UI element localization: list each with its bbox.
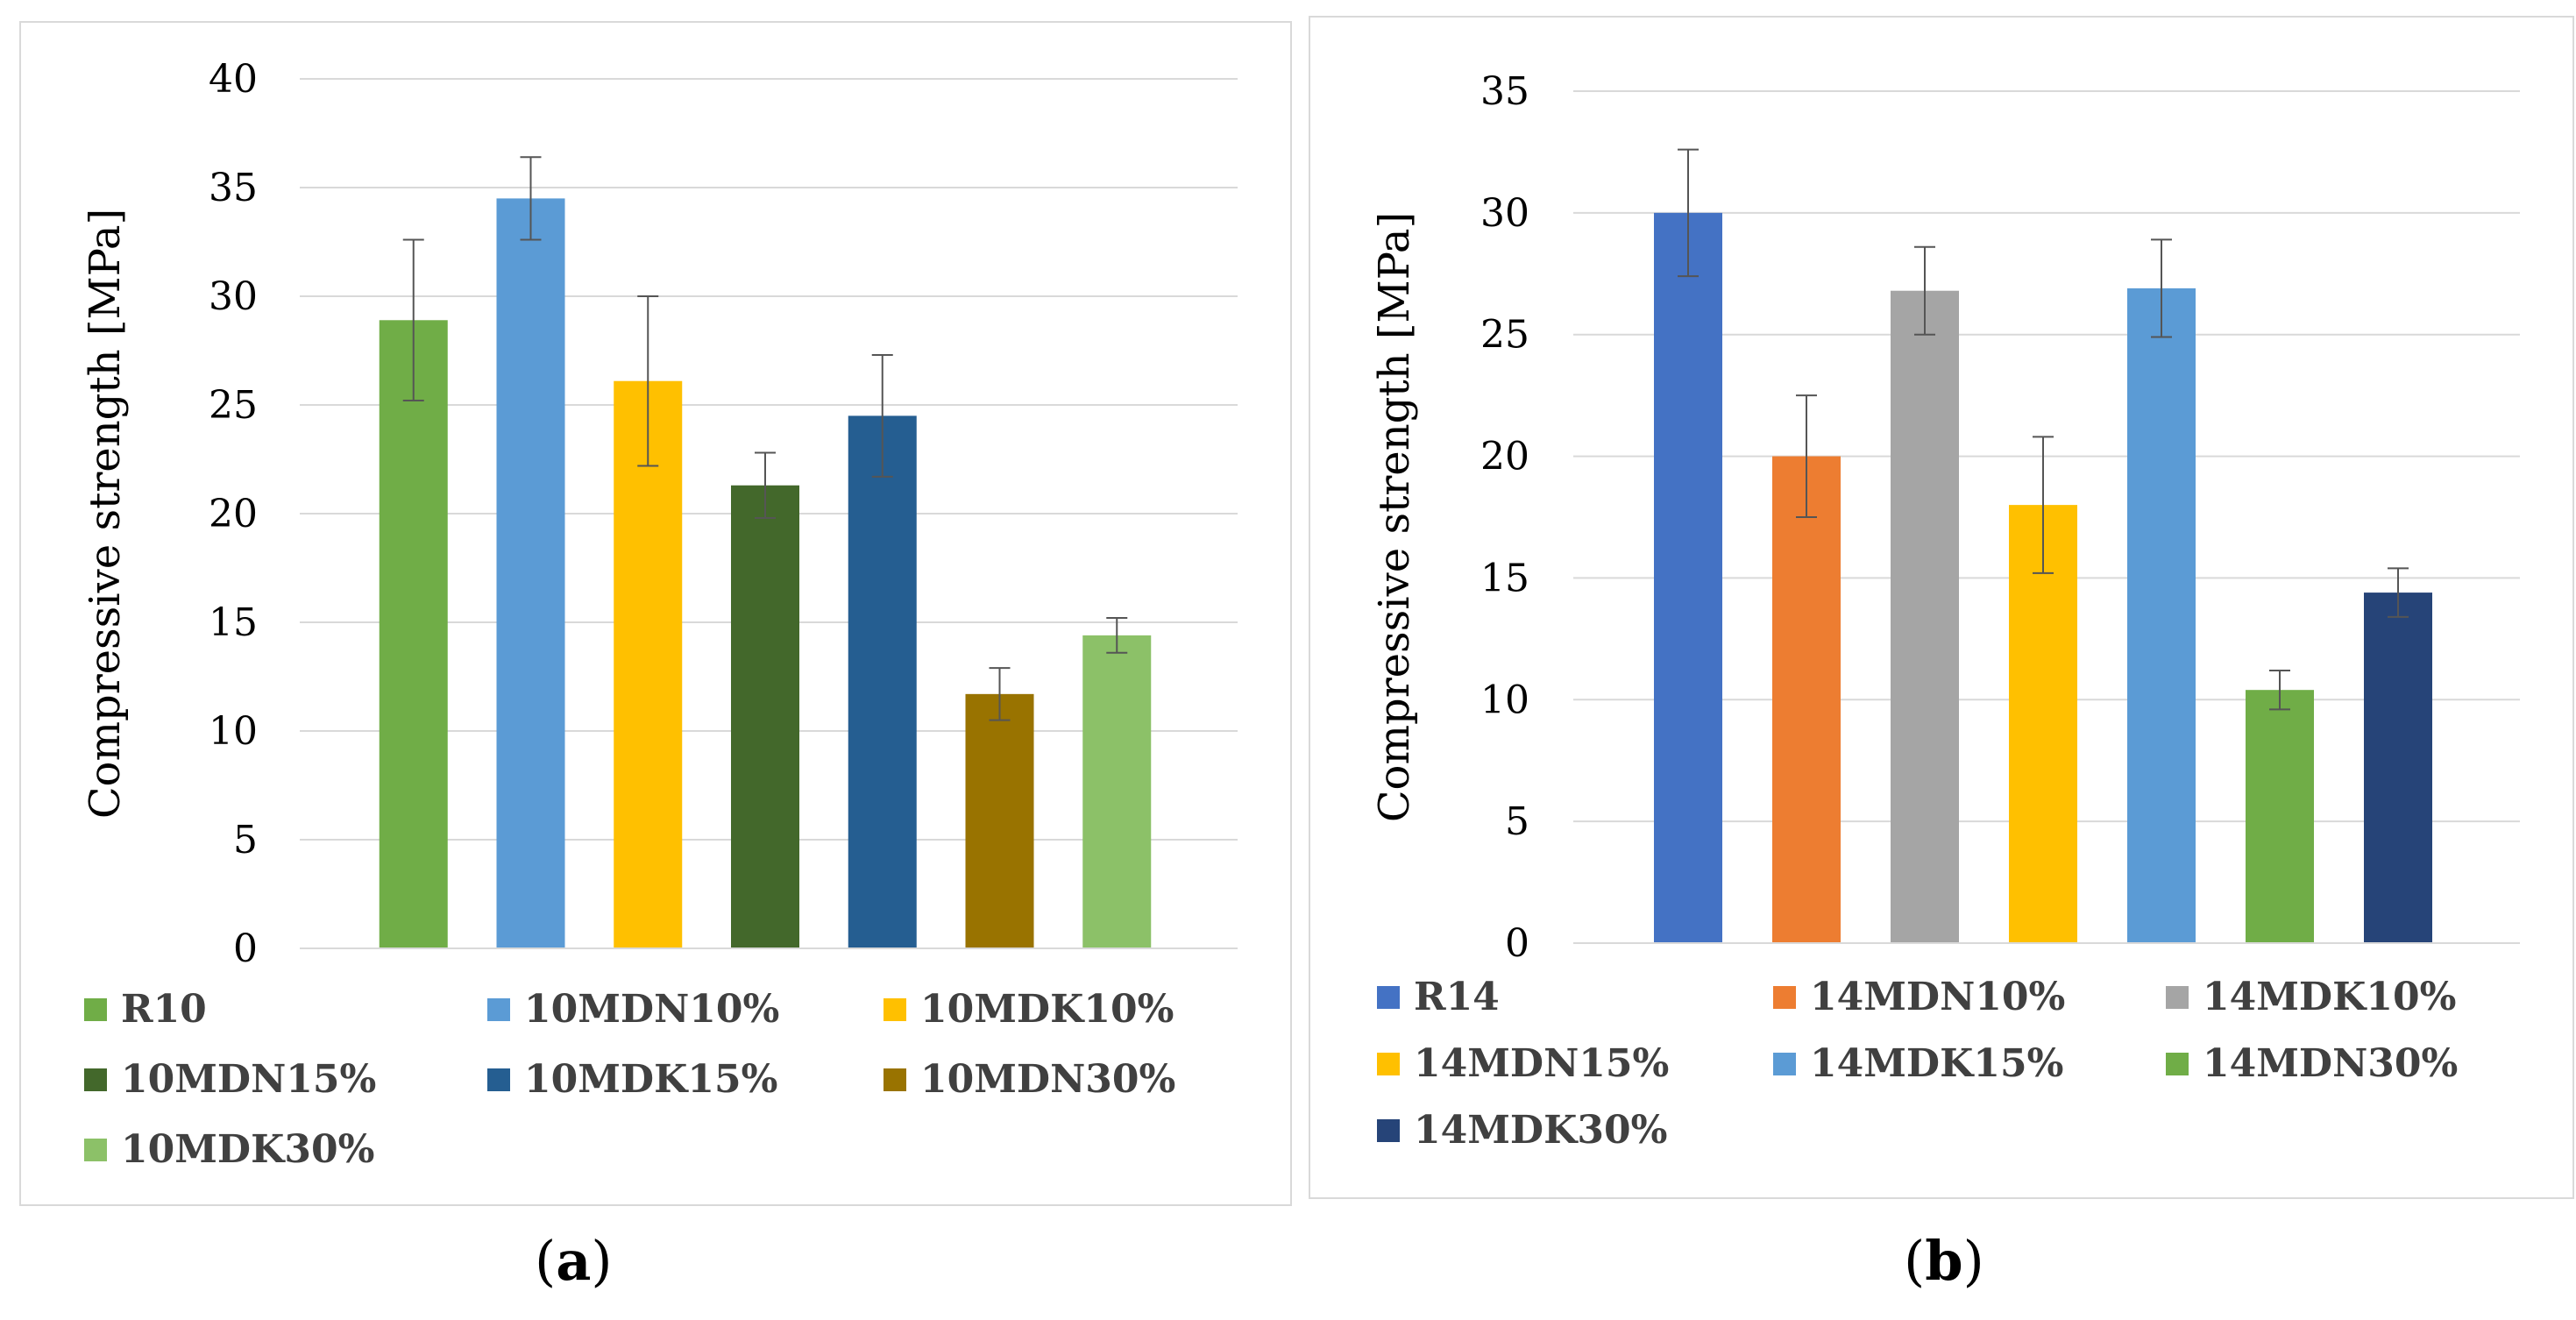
bar [1654,212,1722,943]
y-tick-label: 35 [209,166,258,210]
legend-swatch [884,997,906,1021]
legend-swatch [84,1138,107,1161]
error-bar [2269,669,2290,711]
legend-swatch [84,997,107,1021]
error-bar [2151,238,2172,338]
legend-label: 10MDK15% [524,1057,778,1102]
error-bar [1914,245,1935,336]
y-tick-label: 25 [209,383,258,428]
bar [379,320,448,948]
y-axis-label: Compressive strength [MPa] [81,209,130,819]
legend-label: 14MDN10% [1810,975,2066,1019]
y-tick-label: 25 [1480,313,1529,358]
chart-panel-b: 0 5 10 15 20 25 30 35 Compressive strength [MPa]… [1309,16,2574,1199]
error-bar [1796,394,1817,518]
legend-item: R10 [84,987,207,1032]
legend-label: R14 [1414,975,1500,1019]
legend-label: 14MDK10% [2203,975,2457,1019]
legend-item: 10MDN15% [84,1057,376,1102]
legend-label: 10MDN15% [121,1057,377,1102]
bar [2246,690,2314,943]
legend-item: 10MDN10% [487,987,779,1032]
legend-swatch [1377,1118,1400,1142]
error-bar [520,156,542,241]
caption-b: (b) [1904,1229,1984,1293]
legend-label: 10MDK30% [121,1127,375,1172]
legend-item: 14MDK10% [2166,975,2456,1019]
y-tick-label: 0 [233,926,258,971]
legend-label: 10MDN10% [524,987,780,1032]
y-axis-label: Compressive strength [MPa] [1370,212,1419,822]
chart-b-svg: 0 5 10 15 20 25 30 35 Compressive strength [MPa] [1370,69,2520,966]
legend-label: 14MDK15% [1810,1041,2064,1086]
chart-a-svg: 0 5 10 15 20 25 30 35 40 Compressive strength [MP… [81,57,1238,971]
legend-item: 10MDK10% [884,987,1174,1032]
y-tick-label: 20 [209,492,258,536]
error-bar [871,353,893,478]
bar [965,693,1034,948]
y-tick-label: 35 [1480,69,1529,114]
legend-item: 10MDN30% [884,1057,1175,1102]
legend-label: 10MDN30% [920,1057,1176,1102]
error-bar [989,667,1011,721]
error-bar [755,451,776,519]
bar [1082,635,1152,948]
error-bar [1106,617,1128,654]
legend-item: 10MDK30% [84,1127,374,1172]
y-tick-label: 30 [209,274,258,319]
legend-item: R14 [1377,975,1500,1019]
legend-swatch [884,1068,906,1091]
legend-swatch [2166,1052,2189,1075]
y-tick-label: 20 [1480,435,1529,479]
legend-swatch [84,1068,107,1091]
y-tick-label: 0 [1505,921,1529,966]
legend-swatch [1773,985,1796,1009]
y-tick-label: 5 [233,818,258,862]
y-tick-label: 30 [1480,191,1529,236]
bar [2009,505,2077,943]
legend-swatch [487,997,510,1021]
legend-item: 14MDN10% [1773,975,2065,1019]
caption-a: (a) [535,1229,613,1293]
legend-label: R10 [121,987,207,1032]
bar [1891,290,1959,943]
legend-swatch [1773,1052,1796,1075]
bar [848,415,917,948]
legend-swatch [2166,985,2189,1009]
caption-b-label: b [1925,1229,1963,1293]
error-bar [402,238,424,402]
error-bar [637,295,659,467]
error-bar [2033,436,2054,574]
legend-item: 14MDN30% [2166,1041,2458,1086]
legend-label: 14MDK30% [1414,1108,1668,1153]
bar [1772,456,1841,943]
legend-item: 14MDK30% [1377,1108,1667,1153]
legend-label: 14MDN30% [2203,1041,2459,1086]
y-tick-label: 15 [1480,556,1529,600]
bar [2364,593,2432,943]
legend-swatch [487,1068,510,1091]
y-tick-label: 10 [1480,678,1529,722]
caption-a-label: a [556,1229,592,1293]
legend-swatch [1377,1052,1400,1075]
bar [614,380,683,949]
error-bar [1678,148,1699,278]
chart-panel-a: 0 5 10 15 20 25 30 35 40 Compressive strength [MP… [19,21,1292,1206]
y-tick-label: 40 [209,57,258,102]
y-tick-label: 15 [209,600,258,645]
legend-item: 14MDK15% [1773,1041,2063,1086]
legend-label: 10MDK10% [920,987,1174,1032]
error-bar [2388,567,2409,618]
y-tick-label: 5 [1505,799,1529,844]
legend-swatch [1377,985,1400,1009]
legend-label: 14MDN15% [1414,1041,1670,1086]
bar [731,485,799,948]
bar [2127,287,2196,943]
bar [496,198,565,948]
legend-item: 10MDK15% [487,1057,777,1102]
legend-item: 14MDN15% [1377,1041,1669,1086]
y-tick-label: 10 [209,709,258,754]
